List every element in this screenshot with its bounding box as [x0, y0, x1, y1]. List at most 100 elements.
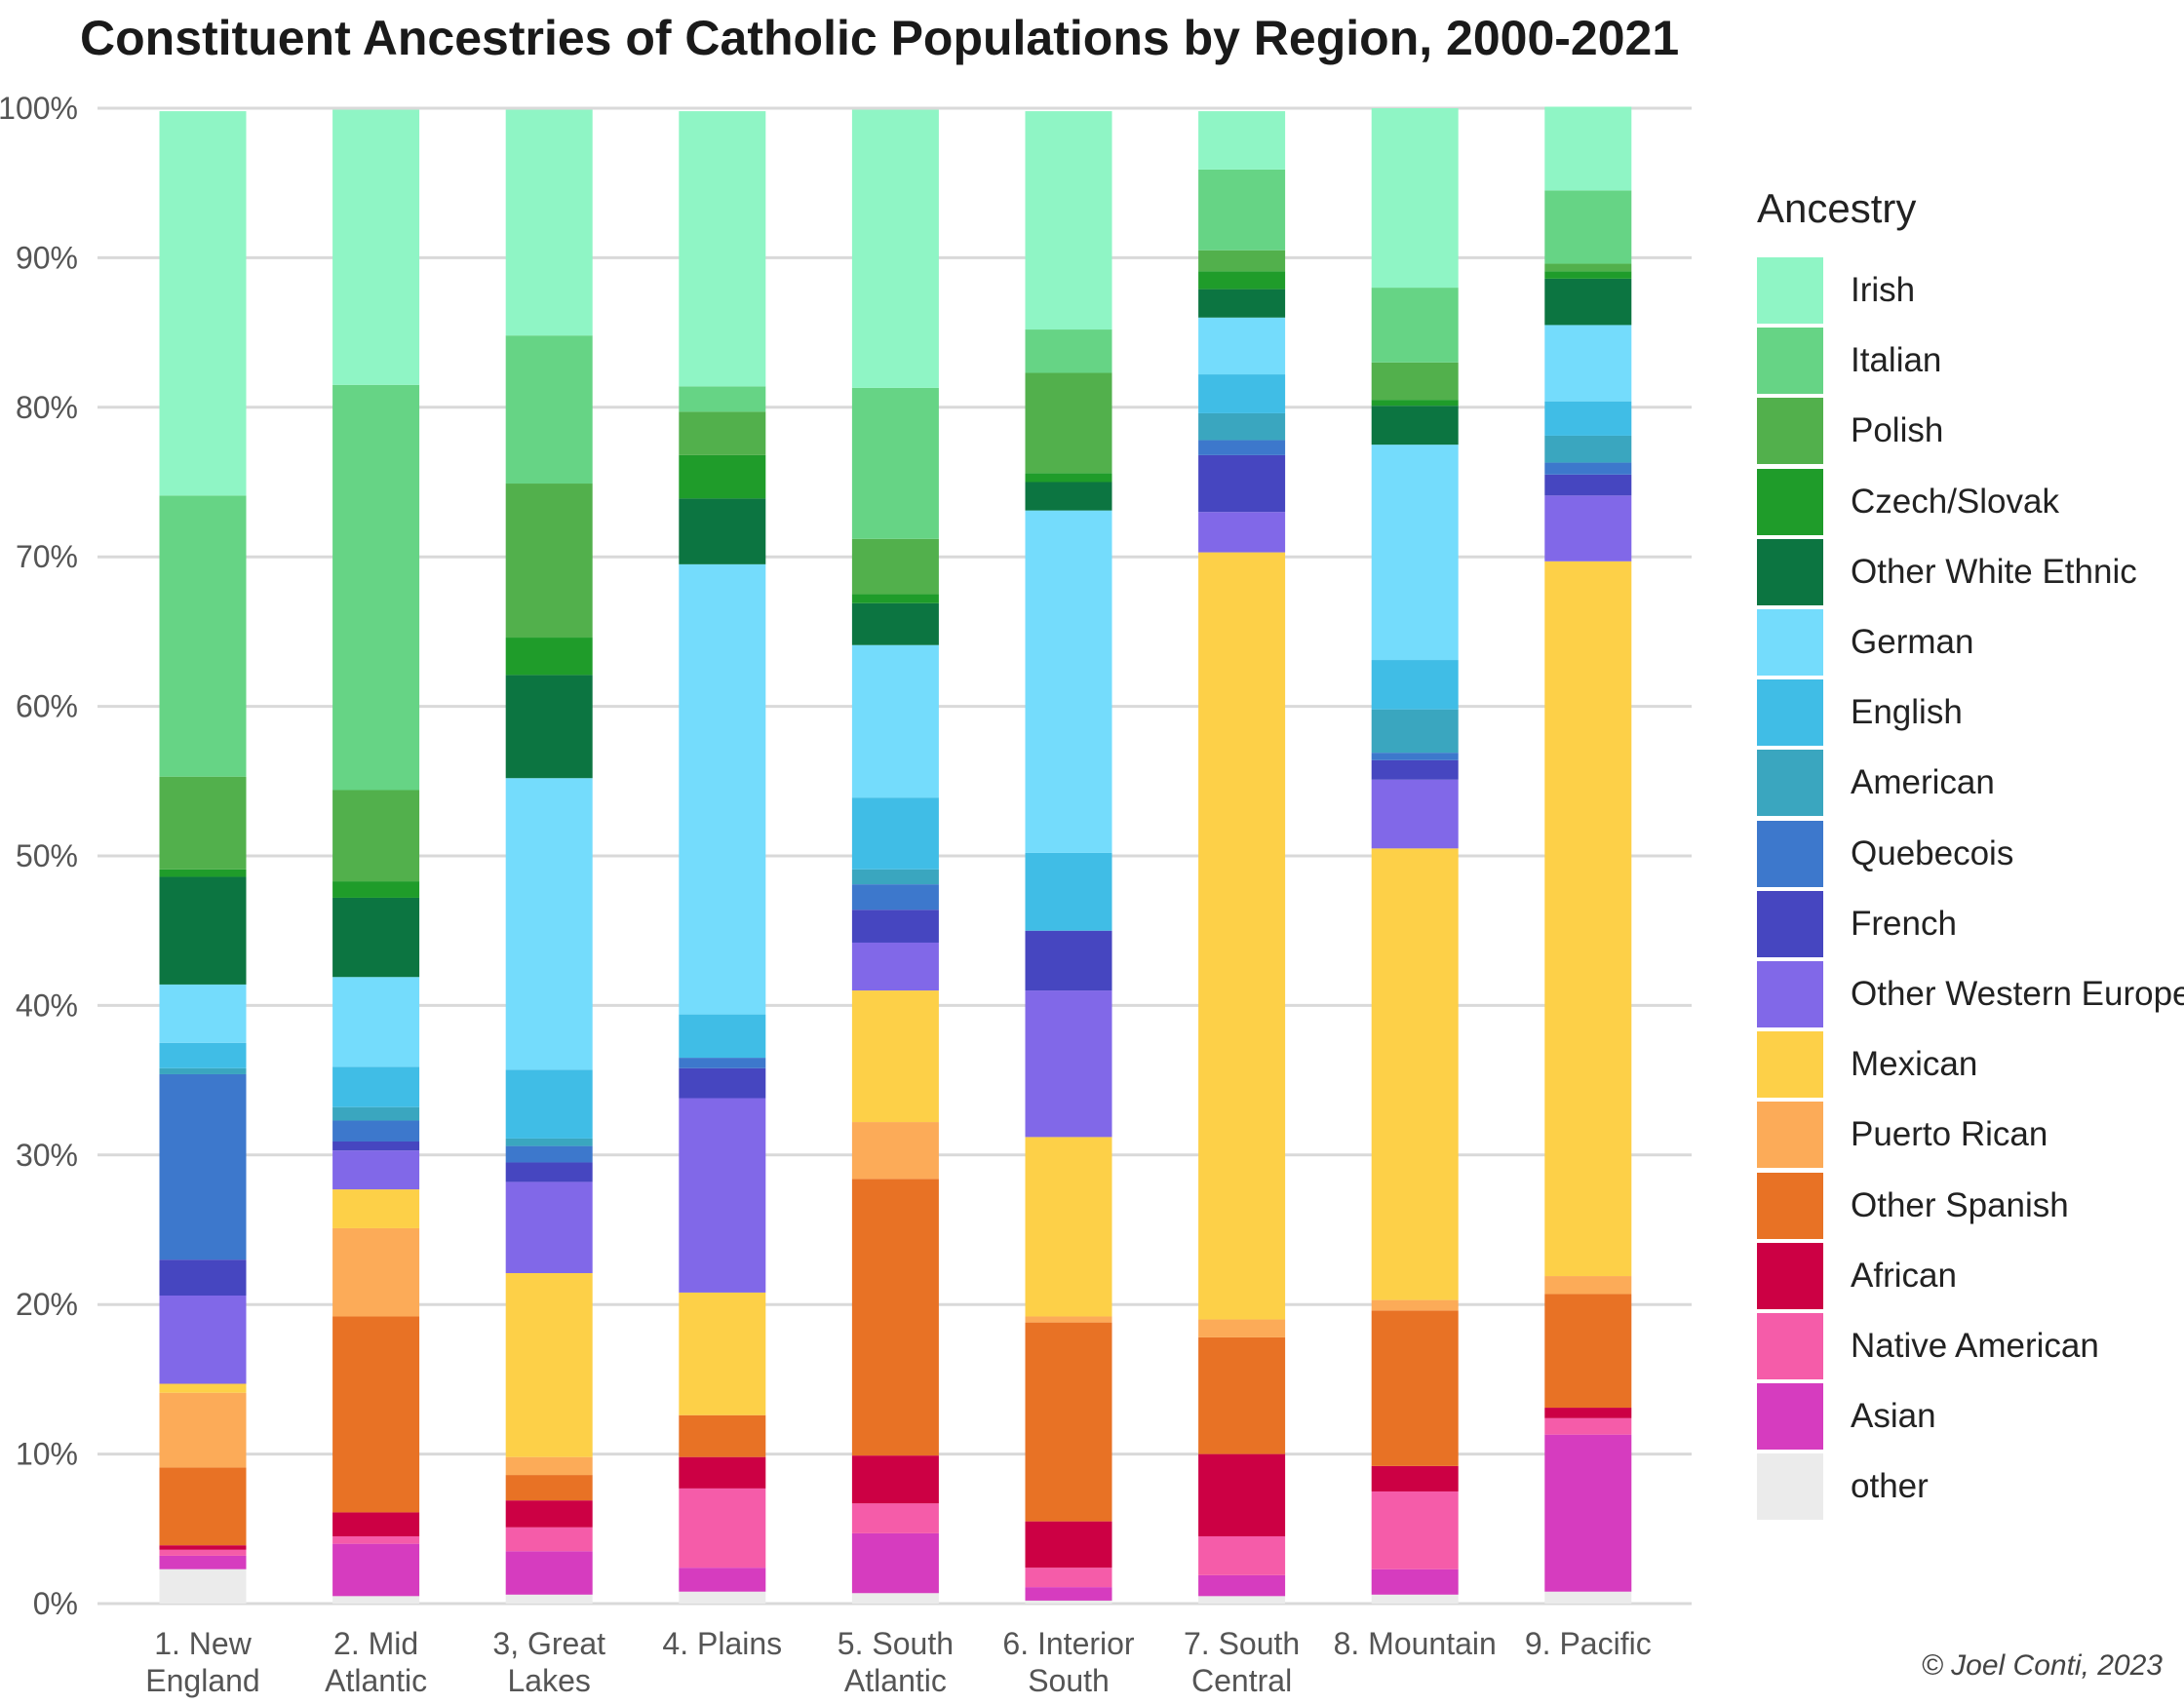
bar-segment [1544, 271, 1632, 279]
legend-label: Puerto Rican [1851, 1115, 2048, 1154]
bar-stack [1025, 111, 1112, 1604]
bar-segment [332, 1535, 420, 1544]
bar-segment [159, 1259, 247, 1296]
bar-stack [1198, 111, 1286, 1604]
x-tick-label: 5. South Atlantic [838, 1626, 954, 1698]
legend-items: Irish Italian Polish Czech/Slovak Other Whit… [1757, 255, 2184, 1522]
legend-swatch [1757, 750, 1823, 817]
bar-segment [159, 1042, 247, 1068]
bar-segment [679, 411, 766, 455]
bar-stack [679, 111, 766, 1604]
legend-swatch [1757, 328, 1823, 395]
bar-segment [332, 1316, 420, 1513]
bar-segment [159, 1383, 247, 1393]
legend-label: Other Spanish [1851, 1185, 2069, 1224]
bar-segment [1025, 510, 1112, 853]
bar-segment [1198, 169, 1286, 251]
bar-segment [1025, 1322, 1112, 1522]
legend-item: Other Western Europe [1757, 959, 2184, 1029]
bar-segment [679, 1058, 766, 1068]
bar-segment [332, 897, 420, 978]
bar-segment [332, 1141, 420, 1151]
bar-segment [851, 869, 939, 885]
legend-label: Czech/Slovak [1851, 482, 2059, 521]
bar-segment [332, 881, 420, 898]
bar-segment [159, 1545, 247, 1550]
bar-segment [159, 1073, 247, 1260]
bar-segment [1025, 990, 1112, 1138]
legend-item: Other Spanish [1757, 1170, 2184, 1240]
x-tick-label: 7. South Central [1184, 1626, 1300, 1698]
bar-segment [1198, 412, 1286, 441]
legend-label: African [1851, 1256, 1957, 1295]
bar-segment [1371, 1465, 1459, 1491]
bar-segment [679, 1292, 766, 1415]
bar-segment [679, 1067, 766, 1099]
legend-swatch [1757, 1172, 1823, 1239]
bar-segment [505, 109, 593, 336]
bar-segment [1371, 288, 1459, 363]
bar-segment [332, 384, 420, 791]
y-axis-tick-labels: 0% 10% 20% 30% 40% 50% 60% 70% 80% 90% 100% [0, 91, 78, 1621]
bar-segment [332, 1066, 420, 1107]
bar-segment [159, 1555, 247, 1569]
bar-segment [505, 1138, 593, 1146]
bar-stack [1371, 108, 1459, 1604]
bar-segment [1198, 374, 1286, 413]
x-tick-label: 4. Plains [662, 1626, 782, 1661]
bar-segment [1544, 1276, 1632, 1295]
bar-segment [1544, 435, 1632, 463]
stacked-bar-chart: 0% 10% 20% 30% 40% 50% 60% 70% 80% 90% 100% 1. New… [0, 91, 1692, 1698]
bar-segment [505, 1500, 593, 1528]
bar-segment [505, 638, 593, 676]
bar-segment [1198, 440, 1286, 455]
bar-segment [505, 1475, 593, 1501]
bar-segment [159, 776, 247, 870]
bar-segment [851, 602, 939, 645]
legend-label: Quebecois [1851, 833, 2014, 872]
bar-segment [1544, 495, 1632, 562]
chart-title: Constituent Ancestries of Catholic Popul… [80, 11, 1680, 65]
legend-swatch [1757, 1453, 1823, 1521]
bar-segment [1544, 325, 1632, 402]
legend-swatch [1757, 890, 1823, 957]
bar-stack [1544, 106, 1632, 1604]
bar-segment [1371, 759, 1459, 780]
bar-segment [851, 1455, 939, 1504]
bar-segment [505, 778, 593, 1070]
x-tick-label: 8. Mountain [1334, 1626, 1497, 1661]
bar-segment [1371, 400, 1459, 407]
legend-item: Quebecois [1757, 819, 2184, 889]
legend-swatch [1757, 679, 1823, 747]
legend-label: other [1851, 1467, 1929, 1506]
x-tick-label: 1. New England [145, 1626, 259, 1698]
bar-segment [851, 1122, 939, 1180]
bar-segment [1025, 111, 1112, 330]
bar-segment [679, 1014, 766, 1059]
bar-segment [505, 675, 593, 779]
legend-swatch [1757, 820, 1823, 887]
legend-swatch [1757, 609, 1823, 677]
bar-segment [851, 109, 939, 388]
legend-label: German [1851, 623, 1974, 662]
legend-label: Polish [1851, 411, 1944, 450]
y-tick-label: 20% [16, 1287, 78, 1322]
legend-label: Other Western Europe [1851, 974, 2184, 1013]
bar-segment [332, 1150, 420, 1190]
legend-item: German [1757, 607, 2184, 678]
bar-segment [1198, 1453, 1286, 1536]
legend-swatch [1757, 1383, 1823, 1451]
legend-label: Mexican [1851, 1045, 1978, 1084]
bar-segment [851, 644, 939, 798]
bar-segment [851, 387, 939, 539]
bar-segment [851, 910, 939, 943]
legend-item: French [1757, 889, 2184, 959]
legend-swatch [1757, 1102, 1823, 1169]
bar-segment [1371, 753, 1459, 760]
legend-label: Irish [1851, 271, 1916, 310]
y-tick-label: 0% [33, 1586, 78, 1621]
legend-item: Mexican [1757, 1029, 2184, 1100]
x-tick-label: 9. Pacific [1525, 1626, 1652, 1661]
bar-segment [1544, 1591, 1632, 1604]
bar-segment [679, 498, 766, 564]
